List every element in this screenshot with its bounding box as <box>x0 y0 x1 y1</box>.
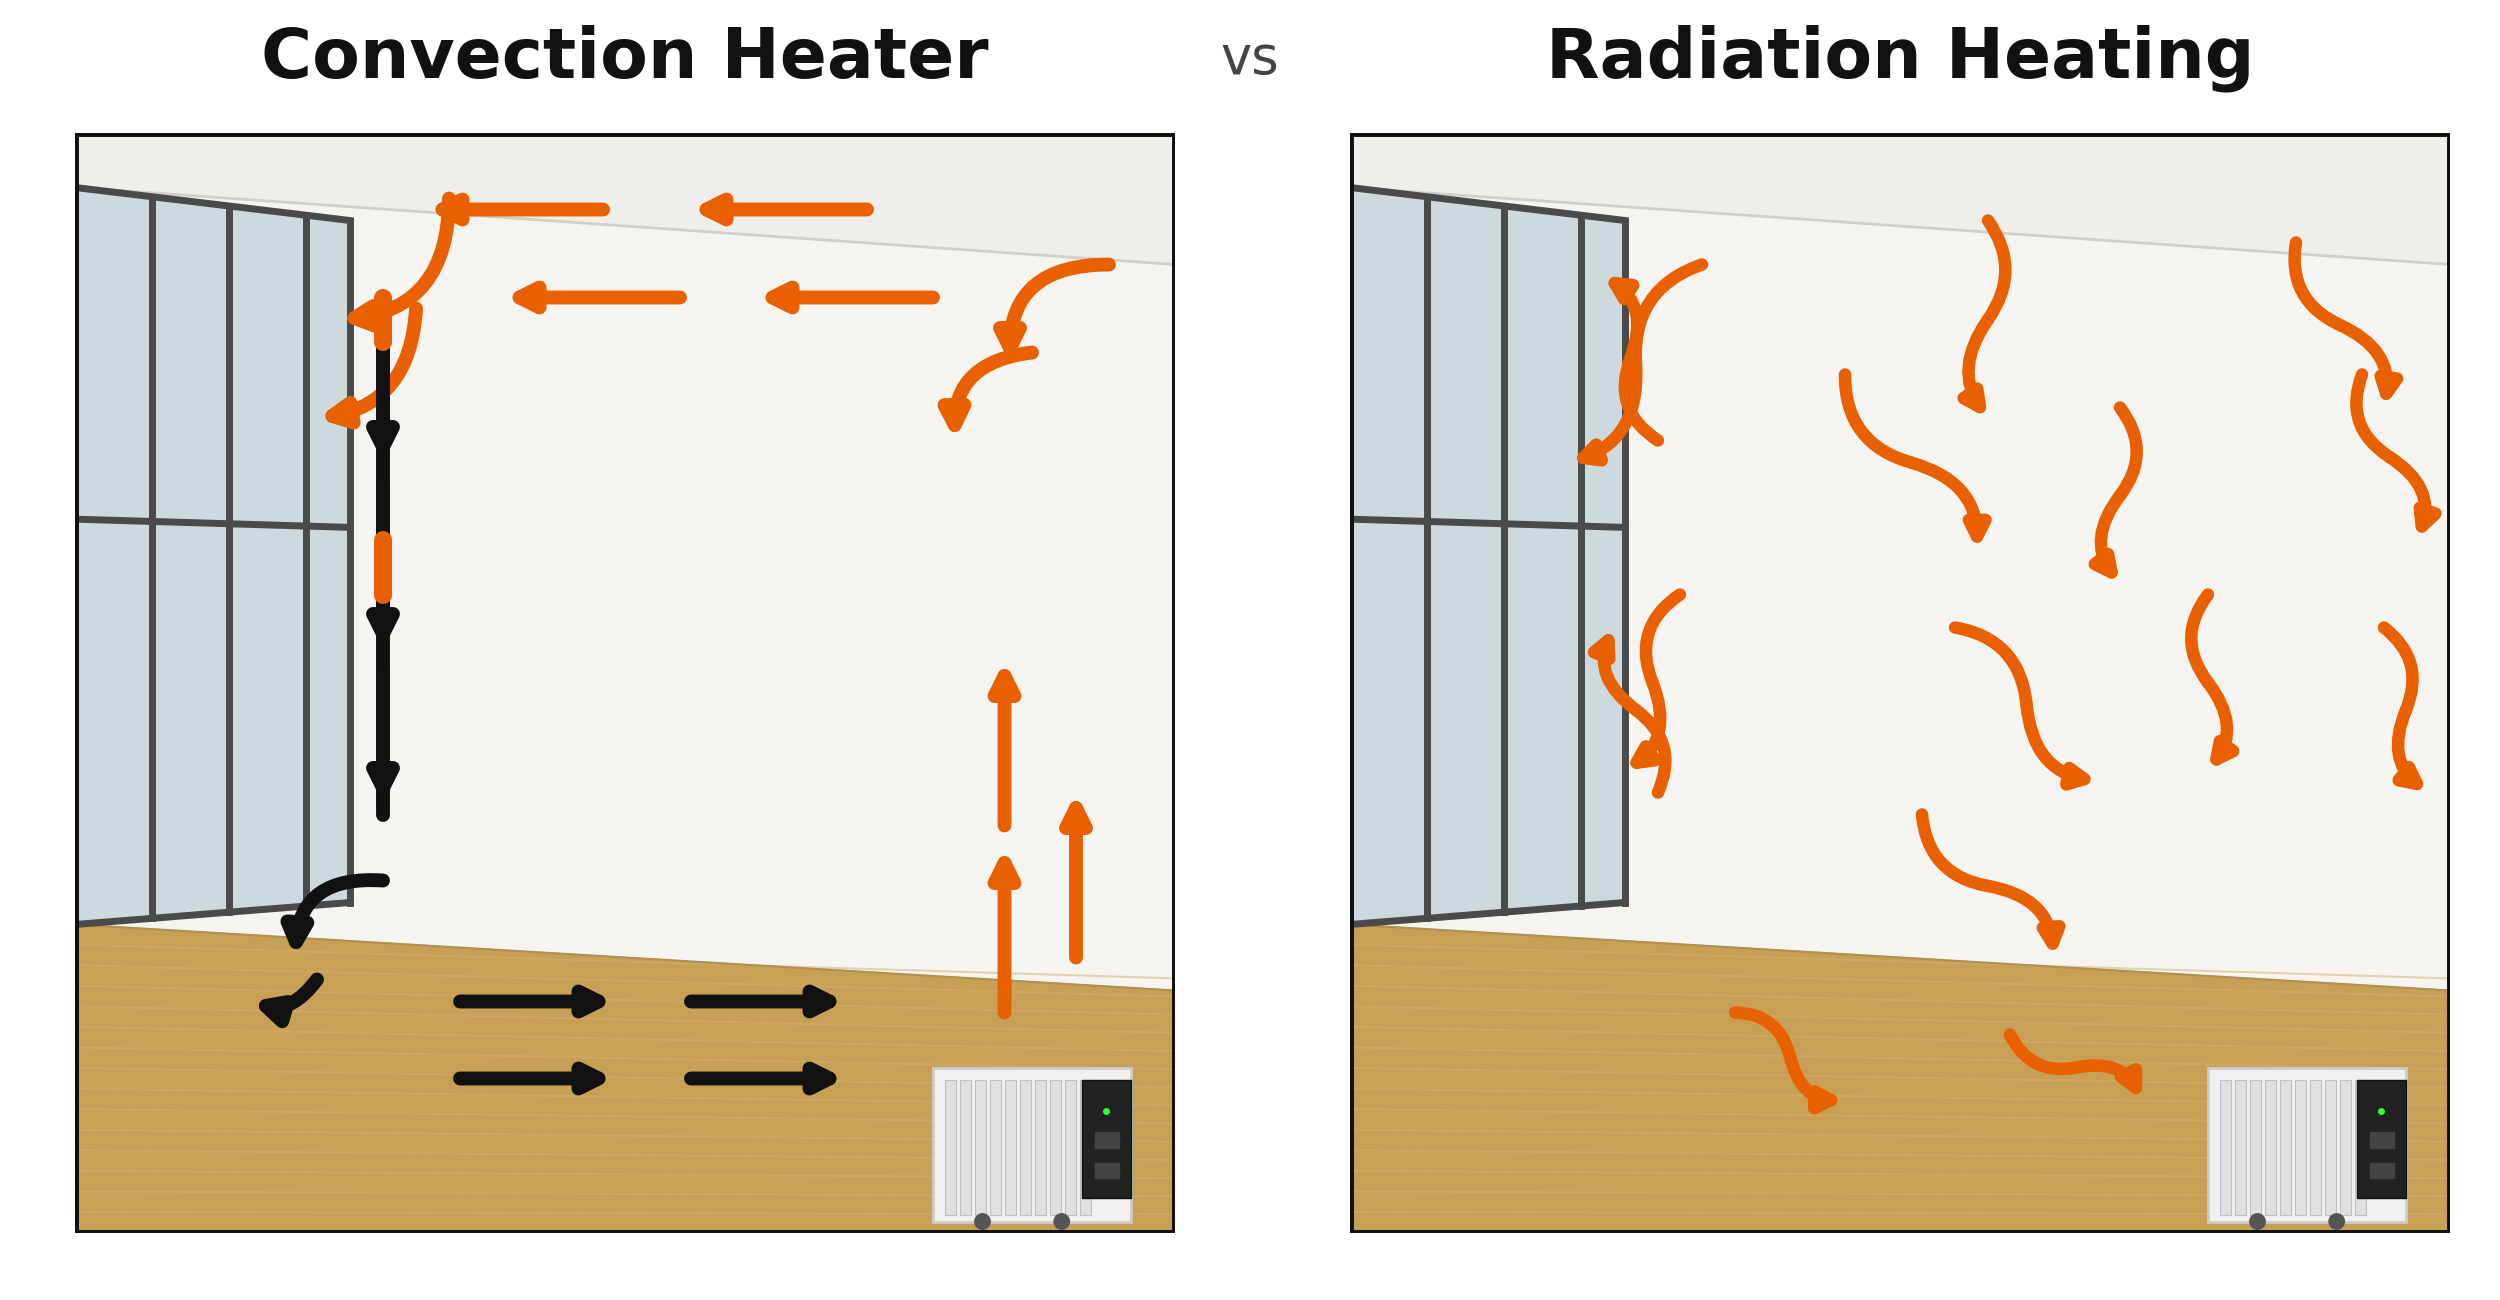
Polygon shape <box>1065 1080 1075 1216</box>
Polygon shape <box>2295 1080 2305 1216</box>
Polygon shape <box>75 187 350 924</box>
Polygon shape <box>2310 1080 2320 1216</box>
Polygon shape <box>1035 1080 1045 1216</box>
Polygon shape <box>1350 187 2450 991</box>
Polygon shape <box>75 924 1175 1232</box>
Polygon shape <box>2370 1132 2395 1148</box>
Polygon shape <box>1082 1080 1130 1199</box>
Polygon shape <box>1095 1164 1120 1178</box>
Circle shape <box>975 1214 990 1230</box>
Polygon shape <box>2220 1080 2232 1216</box>
Polygon shape <box>960 1080 972 1216</box>
Polygon shape <box>2265 1080 2275 1216</box>
Polygon shape <box>75 187 1175 991</box>
Polygon shape <box>2250 1080 2260 1216</box>
Polygon shape <box>2325 1080 2335 1216</box>
Polygon shape <box>2358 1080 2405 1199</box>
Polygon shape <box>2355 1080 2365 1216</box>
Polygon shape <box>2208 1067 2405 1222</box>
Polygon shape <box>1350 187 1625 924</box>
Circle shape <box>2330 1214 2345 1230</box>
Polygon shape <box>1350 133 2450 264</box>
Polygon shape <box>1050 1080 1060 1216</box>
Circle shape <box>2250 1214 2265 1230</box>
Text: Convection Heater: Convection Heater <box>262 25 990 92</box>
Polygon shape <box>1005 1080 1015 1216</box>
Polygon shape <box>1080 1080 1090 1216</box>
Polygon shape <box>2370 1164 2395 1178</box>
Polygon shape <box>990 1080 1000 1216</box>
Polygon shape <box>932 1067 1130 1222</box>
Polygon shape <box>1350 924 2450 1232</box>
Polygon shape <box>2340 1080 2350 1216</box>
Polygon shape <box>75 133 1175 264</box>
Polygon shape <box>975 1080 985 1216</box>
Text: Radiation Heating: Radiation Heating <box>1545 25 2255 92</box>
Polygon shape <box>1020 1080 1030 1216</box>
Polygon shape <box>2235 1080 2248 1216</box>
Polygon shape <box>2280 1080 2290 1216</box>
Circle shape <box>1055 1214 1070 1230</box>
Polygon shape <box>945 1080 958 1216</box>
Polygon shape <box>1095 1132 1120 1148</box>
Text: vs: vs <box>1220 32 1280 84</box>
